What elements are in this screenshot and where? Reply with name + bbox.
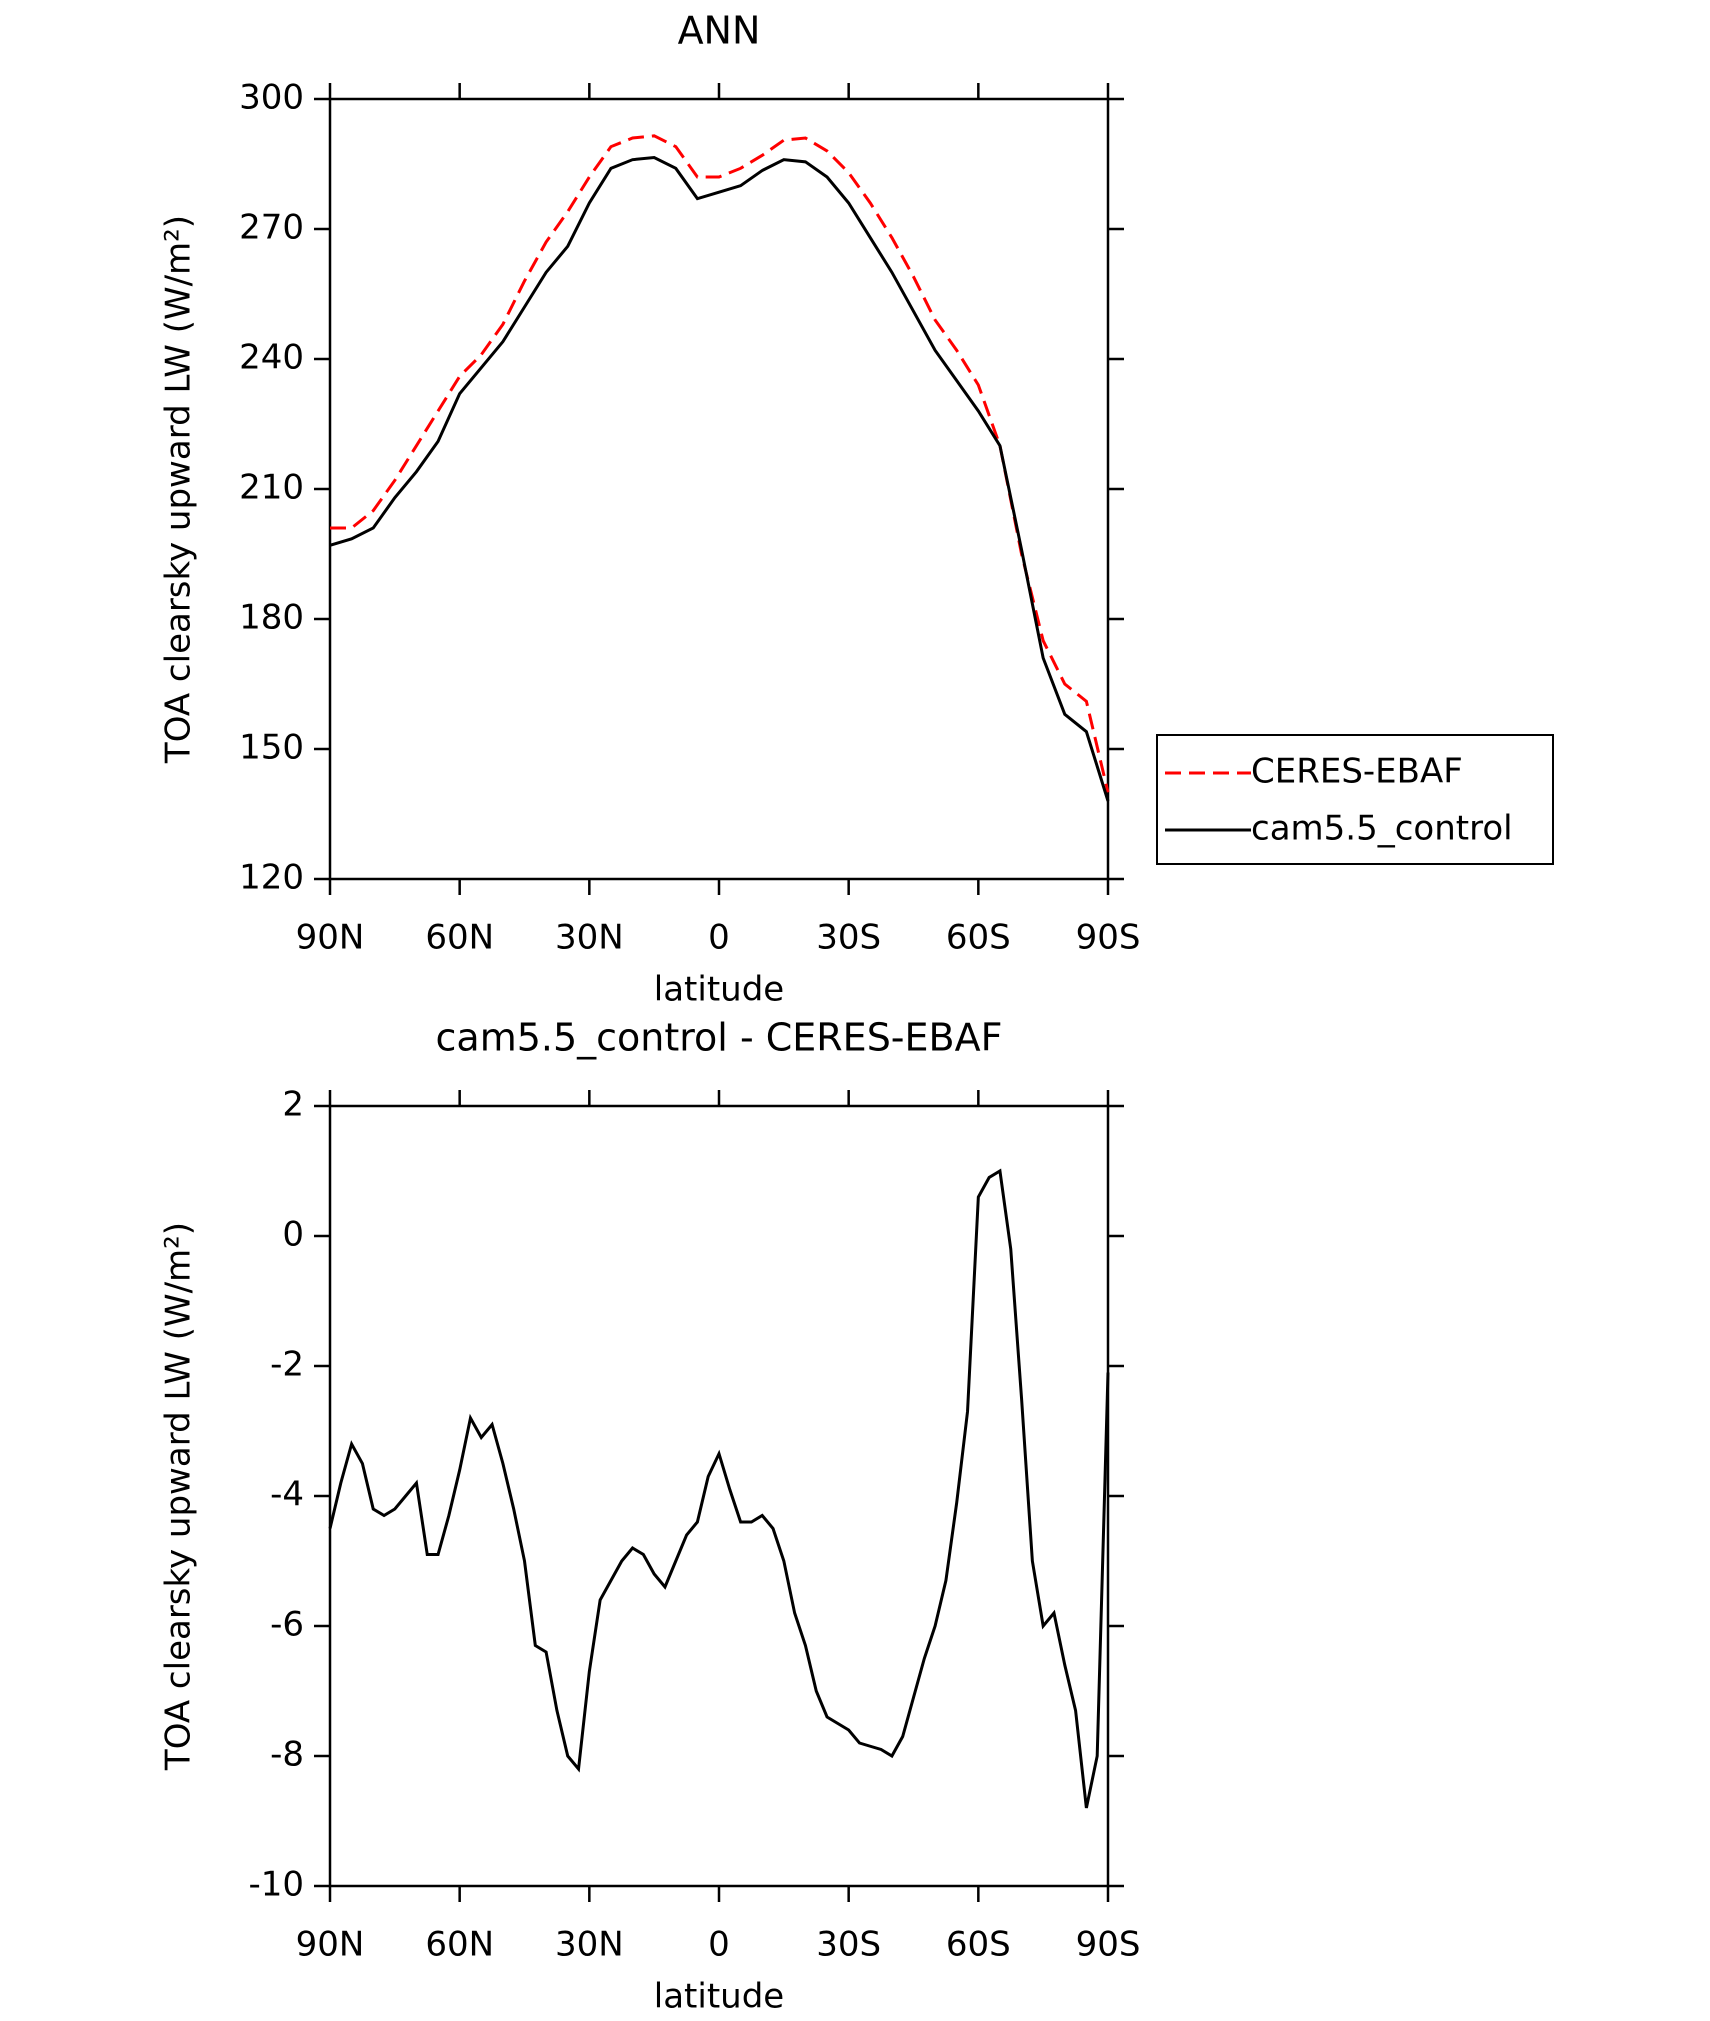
x-tick-label: 90S [1076,1925,1141,1965]
y-tick-label: -6 [270,1605,304,1645]
x-tick-label: 30S [816,918,881,958]
legend-box [1156,734,1554,865]
y-axis-label: TOA clearsky upward LW (W/m²) [159,1222,199,1771]
y-tick-label: 210 [239,468,304,508]
x-tick-label: 90N [296,918,365,958]
data-line [328,1168,1110,1809]
x-tick-label: 60S [946,1925,1011,1965]
y-axis-label: TOA clearsky upward LW (W/m²) [159,215,199,764]
x-tick-label: 30S [816,1925,881,1965]
x-tick-label: 90S [1076,918,1141,958]
legend-label: CERES-EBAF [1251,752,1463,792]
x-tick-label: 0 [708,918,730,958]
x-tick-label: 30N [555,918,624,958]
x-tick-label: 0 [708,1925,730,1965]
y-tick-label: -2 [270,1345,304,1385]
data-line [330,134,1110,793]
x-tick-label: 30N [555,1925,624,1965]
y-tick-label: 240 [239,338,304,378]
y-tick-label: 2 [282,1085,304,1125]
y-tick-label: -4 [270,1475,304,1515]
y-tick-label: 300 [239,78,304,118]
plot-frame [328,97,1110,881]
x-axis-label: latitude [654,1977,784,2017]
x-tick-label: 60N [425,1925,494,1965]
y-tick-label: 270 [239,208,304,248]
y-tick-label: 0 [282,1215,304,1255]
y-tick-label: -10 [248,1865,304,1905]
x-tick-label: 90N [296,1925,365,1965]
x-tick-label: 60S [946,918,1011,958]
x-tick-label: 60N [425,918,494,958]
x-axis-label: latitude [654,970,784,1010]
y-tick-label: -8 [270,1735,304,1775]
chart-title: ANN [678,9,761,53]
chart-title: cam5.5_control - CERES-EBAF [436,1016,1003,1060]
plot-frame [328,1104,1110,1888]
y-tick-label: 150 [239,728,304,768]
legend-label: cam5.5_control [1251,809,1513,849]
data-line [329,155,1110,802]
y-tick-label: 180 [239,598,304,638]
y-tick-label: 120 [239,858,304,898]
